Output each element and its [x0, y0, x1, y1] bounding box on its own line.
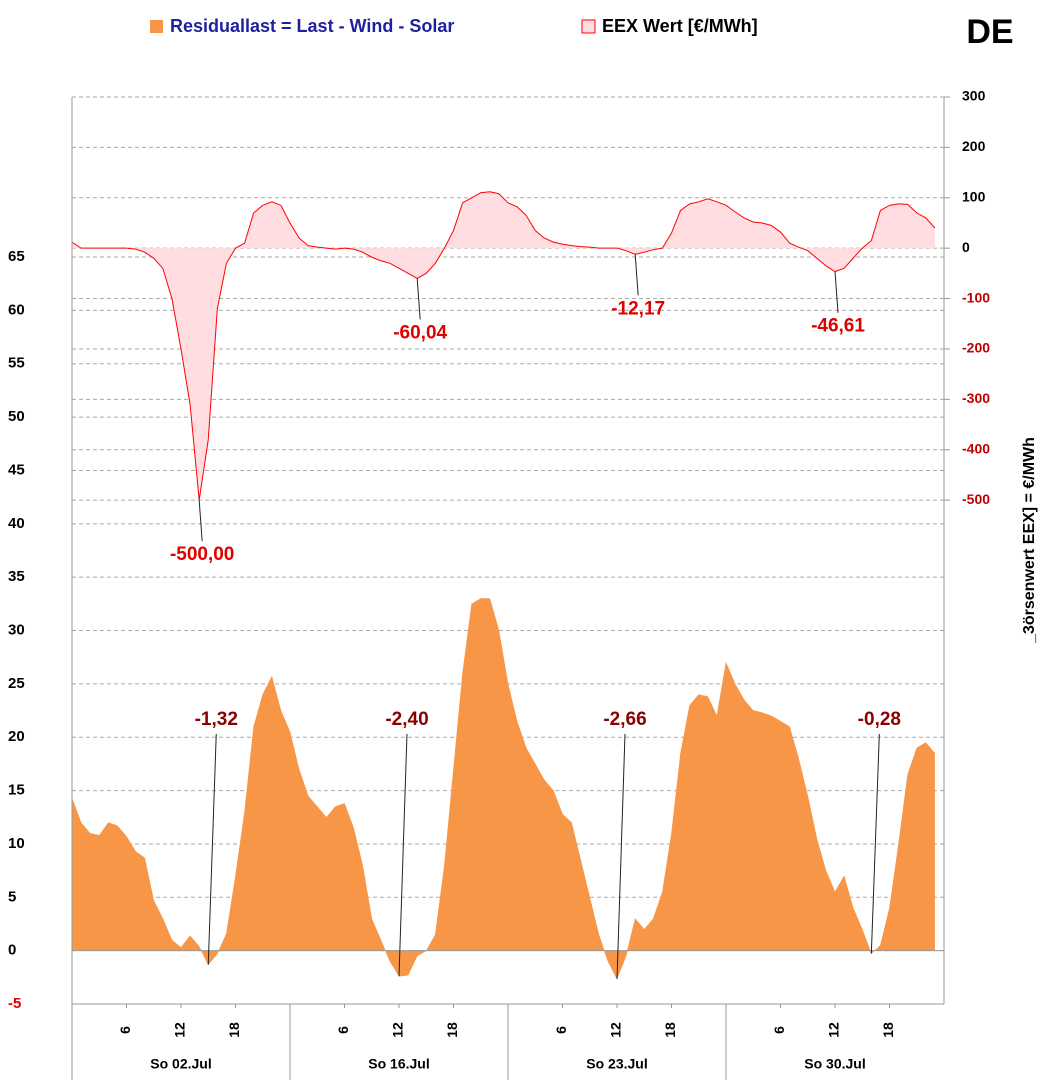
x-tick-label: 12 — [826, 1022, 842, 1038]
region-label: DE — [966, 13, 1013, 51]
leader-line — [834, 271, 839, 313]
day-label: So 23.Jul — [586, 1056, 647, 1072]
y-tick-label: 5 — [8, 888, 16, 905]
area-fill — [72, 191, 935, 501]
y-tick-label: 40 — [8, 515, 25, 532]
data-label: -2,40 — [385, 709, 428, 730]
legend-label: EEX Wert [€/MWh] — [602, 16, 758, 36]
y-tick-label: 20 — [8, 728, 25, 745]
y-tick-label: -5 — [8, 995, 21, 1012]
x-tick-label: 18 — [662, 1022, 678, 1038]
y-tick-label: 45 — [8, 461, 25, 478]
x-tick-label: 18 — [444, 1022, 460, 1038]
leader-line — [207, 733, 217, 965]
data-label: -46,61 — [811, 316, 865, 337]
y2-tick-label: -400 — [962, 440, 990, 456]
y2-tick-label: -500 — [962, 491, 990, 507]
y-tick-label: 10 — [8, 835, 25, 852]
y-tick-label: 0 — [8, 942, 16, 959]
y-tick-label: 35 — [8, 568, 25, 585]
leader-line — [398, 733, 408, 977]
series-line — [71, 598, 936, 980]
x-tick-label: 18 — [226, 1022, 242, 1038]
y-tick-label: 30 — [8, 621, 25, 638]
y-tick-label: 55 — [8, 355, 25, 372]
y-tick-label: 65 — [8, 248, 25, 265]
y2-tick-label: 0 — [962, 239, 970, 255]
data-label: -1,32 — [195, 709, 238, 730]
area-fill — [72, 598, 935, 980]
day-label: So 02.Jul — [150, 1056, 211, 1072]
y2-tick-label: -200 — [962, 340, 990, 356]
data-label: -2,66 — [603, 709, 646, 730]
leader-line — [198, 500, 203, 542]
y2-tick-label: 200 — [962, 138, 986, 154]
y-tick-label: 15 — [8, 782, 25, 799]
data-label: -60,04 — [393, 322, 447, 343]
x-tick-label: 6 — [117, 1026, 133, 1034]
data-label: -12,17 — [611, 298, 665, 319]
x-tick-label: 18 — [880, 1022, 896, 1038]
leader-line — [416, 278, 421, 320]
y-tick-label: 60 — [8, 301, 25, 318]
series-line — [71, 191, 936, 501]
x-tick-label: 6 — [335, 1026, 351, 1034]
x-tick-label: 6 — [553, 1026, 569, 1034]
x-tick-label: 6 — [771, 1026, 787, 1034]
y2-tick-label: -300 — [962, 390, 990, 406]
leader-line — [634, 254, 639, 296]
data-label: -0,28 — [858, 709, 901, 730]
day-label: So 16.Jul — [368, 1056, 429, 1072]
day-label: So 30.Jul — [804, 1056, 865, 1072]
y2-tick-label: -100 — [962, 289, 990, 305]
y2-axis-label: _3örsenwert EEX] = €/MWh — [1021, 437, 1038, 644]
legend-swatch — [581, 19, 596, 34]
data-label: -500,00 — [170, 544, 234, 565]
leader-line — [616, 733, 626, 980]
legend-swatch — [150, 20, 163, 33]
y2-tick-label: 100 — [962, 188, 986, 204]
x-tick-label: 12 — [608, 1022, 624, 1038]
legend-label: Residuallast = Last - Wind - Solar — [170, 16, 454, 36]
y-tick-label: 50 — [8, 408, 25, 425]
y2-tick-label: 300 — [962, 88, 986, 104]
x-tick-label: 12 — [390, 1022, 406, 1038]
y-tick-label: 25 — [8, 675, 25, 692]
x-tick-label: 12 — [172, 1022, 188, 1038]
leader-line — [870, 733, 880, 954]
